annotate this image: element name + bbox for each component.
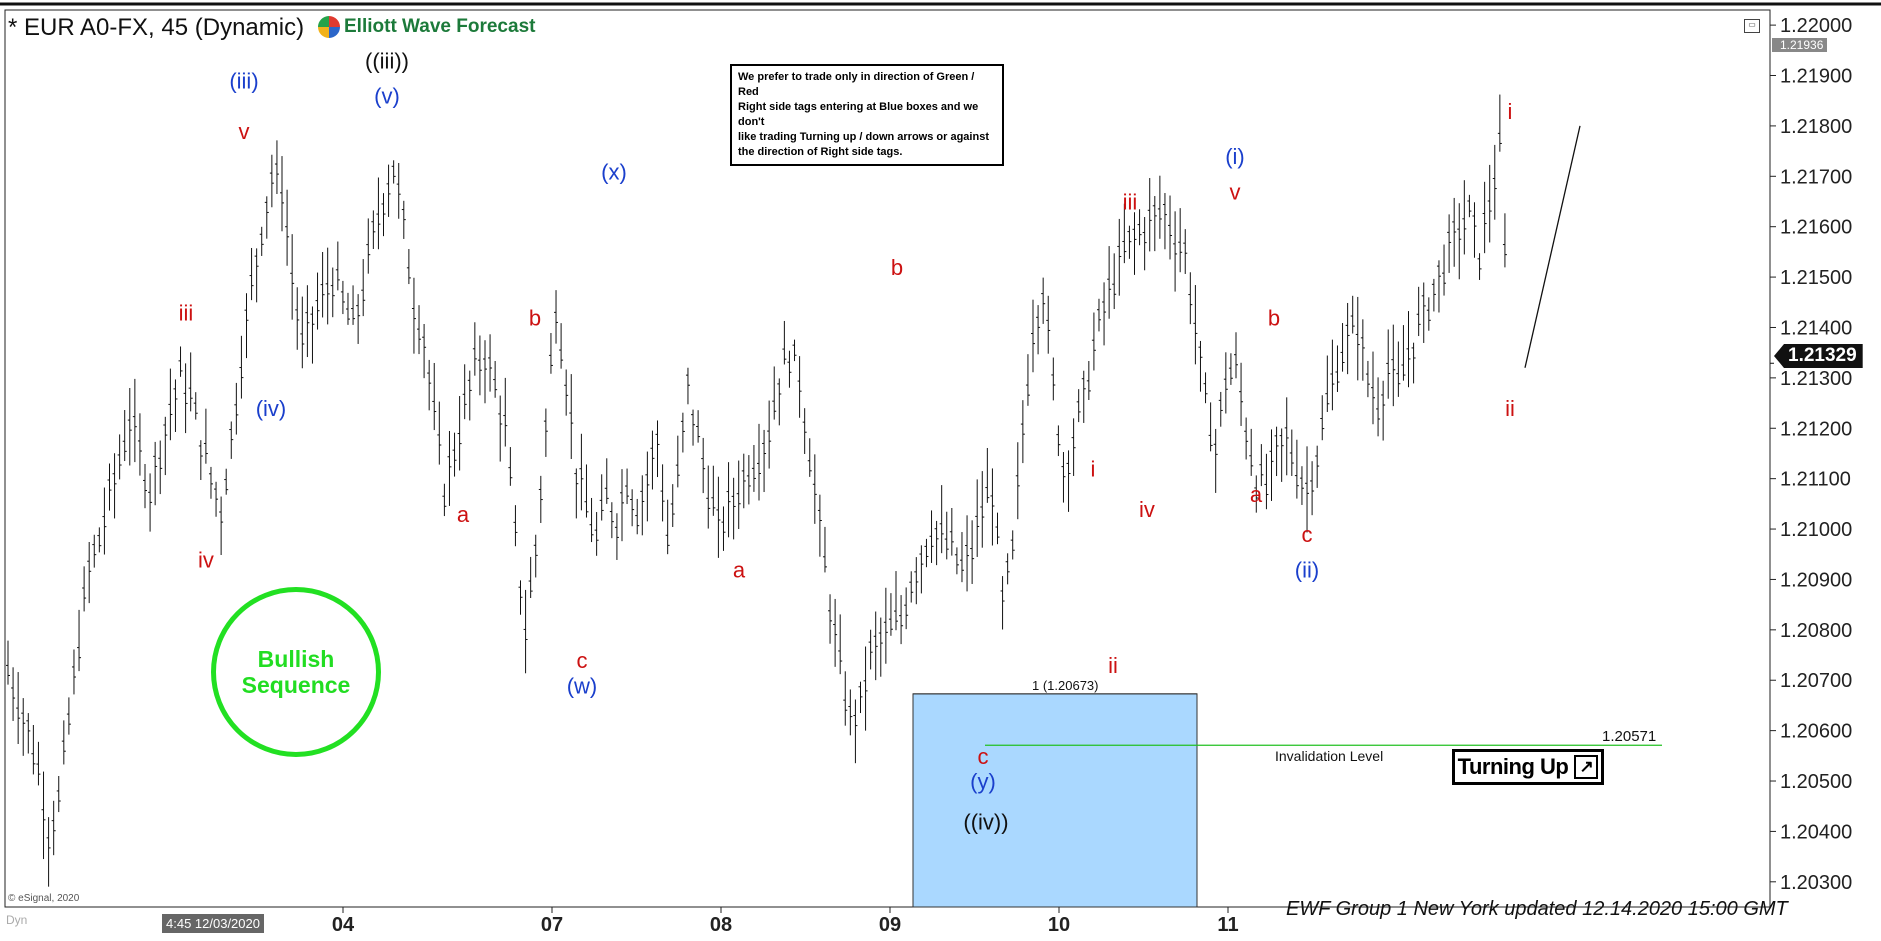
y-tick-label: 1.21100 bbox=[1780, 469, 1851, 491]
wave-label: (w) bbox=[567, 673, 598, 698]
wave-label: iii bbox=[1123, 189, 1138, 214]
wave-label: c bbox=[577, 648, 588, 673]
x-tick-label: 11 bbox=[1217, 914, 1238, 936]
wave-label: b bbox=[1268, 305, 1280, 330]
y-tick-label: 1.21400 bbox=[1780, 317, 1852, 339]
axes: 1.22000 1.21900 1.21800 1.21700 1.21600 1.215… bbox=[332, 15, 1852, 936]
wave-labels: iiiiv(iii)v(iv)((iii))(v)abc(w)(x)abc(y)… bbox=[179, 48, 1515, 834]
y-tick-label: 1.20700 bbox=[1780, 670, 1852, 692]
plot-border bbox=[4, 9, 1771, 908]
wave-label: a bbox=[457, 502, 470, 527]
x-tick-label: 09 bbox=[879, 914, 901, 936]
logo-text: Elliott Wave Forecast bbox=[344, 16, 536, 37]
y-tick-label: 1.22000 bbox=[1780, 15, 1852, 37]
wave-label: c bbox=[1302, 522, 1313, 547]
wave-label: a bbox=[733, 557, 746, 582]
wave-label: iv bbox=[198, 547, 214, 572]
y-tick-label: 1.20300 bbox=[1780, 872, 1852, 894]
y-tick-label: 1.21500 bbox=[1780, 267, 1852, 289]
y-tick-label: 1.21600 bbox=[1780, 217, 1852, 239]
x-tick-label: 10 bbox=[1048, 914, 1070, 936]
projection-line bbox=[1524, 125, 1581, 368]
wave-label: ii bbox=[1108, 653, 1118, 678]
wave-label: (ii) bbox=[1295, 557, 1319, 582]
notice-line: We prefer to trade only in direction of … bbox=[738, 71, 975, 98]
y-tick-label: 1.21800 bbox=[1780, 116, 1852, 138]
y-tick-label: 1.21700 bbox=[1780, 166, 1852, 188]
cursor-date-badge: 4:45 12/03/2020 bbox=[162, 914, 264, 933]
y-tick-label: 1.21000 bbox=[1780, 519, 1852, 541]
wave-label: i bbox=[1508, 99, 1513, 124]
wave-label: ((iii)) bbox=[365, 48, 409, 73]
notice-line: Right side tags entering at Blue boxes a… bbox=[738, 101, 979, 128]
blue-box-group: 1 (1.20673) bbox=[912, 678, 1198, 908]
y-tick-label: 1.21900 bbox=[1780, 66, 1852, 88]
wave-label: (y) bbox=[970, 769, 996, 794]
wave-label: iii bbox=[179, 300, 194, 325]
wave-label: b bbox=[529, 305, 541, 330]
overlay-lines: 1.20571 Invalidation Level bbox=[985, 125, 1774, 764]
bullish-line1: Bullish bbox=[257, 646, 335, 672]
y-tick-label: 1.20600 bbox=[1780, 721, 1852, 743]
notice-line: the direction of Right side tags. bbox=[738, 146, 903, 158]
wave-label: (i) bbox=[1225, 144, 1245, 169]
wave-label: (iii) bbox=[229, 69, 258, 94]
bullish-sequence-badge: Bullish Sequence bbox=[211, 587, 381, 757]
y-tick-label: 1.20800 bbox=[1780, 620, 1852, 642]
wave-label: a bbox=[1250, 482, 1263, 507]
x-tick-label: 07 bbox=[541, 914, 563, 936]
dyn-label: Dyn bbox=[6, 913, 28, 927]
x-tick-label: 08 bbox=[710, 914, 732, 936]
fib-label: 1 (1.20673) bbox=[1032, 678, 1099, 693]
arrow-up-right-icon: ↗ bbox=[1574, 755, 1599, 779]
wave-label: v bbox=[239, 119, 250, 144]
turning-up-label: Turning Up bbox=[1457, 754, 1569, 779]
chart-frame bbox=[0, 2, 1881, 908]
top-price-badge: 1.21936 bbox=[1772, 38, 1828, 52]
invalidation-price: 1.20571 bbox=[1602, 728, 1656, 745]
update-footer: EWF Group 1 New York updated 12.14.2020 … bbox=[1286, 898, 1788, 920]
wave-label: (iv) bbox=[256, 396, 287, 421]
bullish-line2: Sequence bbox=[241, 672, 351, 698]
turning-up-tag: Turning Up ↗ bbox=[1452, 749, 1604, 785]
current-price-badge: 1.21329 bbox=[1774, 344, 1863, 368]
trading-notice: We prefer to trade only in direction of … bbox=[730, 64, 1004, 166]
y-tick-label: 1.21200 bbox=[1780, 418, 1852, 440]
wave-label: (v) bbox=[374, 84, 400, 109]
y-tick-label: 1.21300 bbox=[1780, 368, 1852, 390]
price-bars bbox=[6, 94, 1507, 887]
x-tick-label: 04 bbox=[332, 914, 355, 936]
copyright: © eSignal, 2020 bbox=[8, 893, 80, 904]
notice-line: like trading Turning up / down arrows or… bbox=[738, 131, 989, 143]
invalidation-label: Invalidation Level bbox=[1275, 748, 1383, 764]
restore-window-icon[interactable]: ▭ bbox=[1744, 19, 1760, 33]
ewf-logo-icon bbox=[318, 16, 340, 38]
wave-label: ii bbox=[1505, 396, 1515, 421]
wave-label: v bbox=[1230, 179, 1241, 204]
wave-label: i bbox=[1091, 457, 1096, 482]
y-tick-label: 1.20400 bbox=[1780, 821, 1852, 843]
wave-label: c bbox=[978, 744, 989, 769]
blue-box bbox=[912, 693, 1198, 908]
wave-label: ((iv)) bbox=[963, 809, 1008, 834]
y-tick-label: 1.20900 bbox=[1780, 569, 1852, 591]
wave-label: b bbox=[891, 255, 903, 280]
chart-title: * EUR A0-FX, 45 (Dynamic) bbox=[8, 14, 305, 41]
ewf-logo: Elliott Wave Forecast bbox=[318, 16, 535, 38]
wave-label: iv bbox=[1139, 497, 1155, 522]
wave-label: (x) bbox=[601, 159, 627, 184]
y-tick-label: 1.20500 bbox=[1780, 771, 1852, 793]
